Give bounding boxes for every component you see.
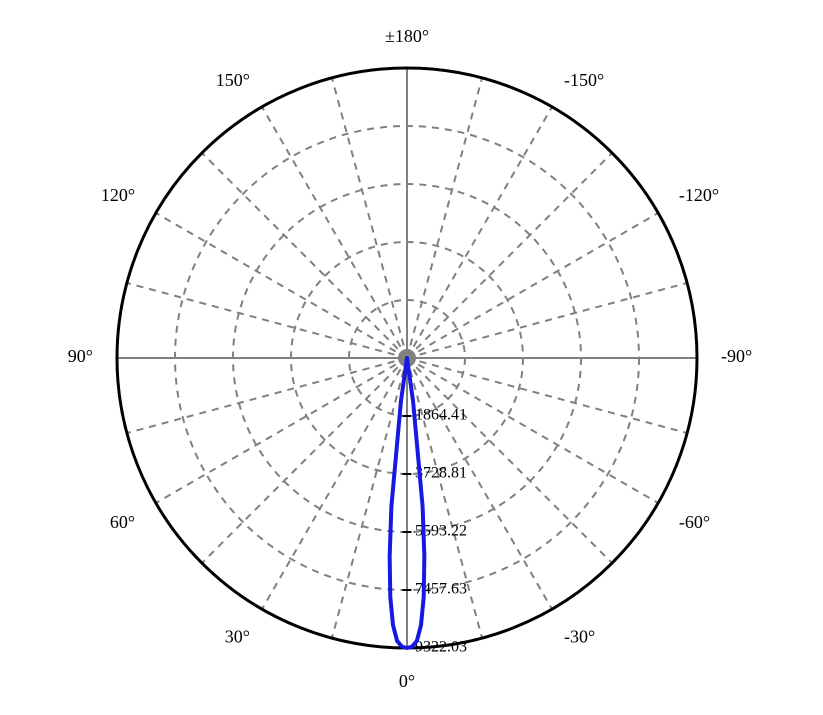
angle-label: -150° [564,70,604,90]
polar-chart: 0° 30° 60° 90° 120° 150° ±180° -150° -120° -90° -6… [0,0,823,715]
grid-spoke [202,358,407,563]
angle-label: 120° [101,185,135,205]
grid-spoke [407,78,482,358]
angle-label: 90° [68,346,93,366]
radial-tick-label: 1864.41 [415,407,467,424]
angle-label: 0° [399,671,415,691]
grid-spoke [156,213,407,358]
angle-label: -120° [679,185,719,205]
grid-spoke [262,358,407,609]
radial-labels: 1864.413728.815593.227457.639322.03 [403,407,468,656]
grid-spoke [407,213,658,358]
angle-label: 150° [216,70,250,90]
angle-label: -30° [564,627,595,647]
angle-label: ±180° [385,26,429,46]
radial-tick-label: 9322.03 [415,639,467,656]
grid-spoke [127,283,407,358]
angle-label: 30° [225,627,250,647]
grid-spoke [407,358,552,609]
radial-tick-label: 3728.81 [415,465,467,482]
grid-spoke [332,358,407,638]
grid-spoke [262,107,407,358]
grid-spoke [332,78,407,358]
grid-spoke [202,153,407,358]
angle-label: -90° [721,346,752,366]
grid-spoke [407,283,687,358]
grid-spoke [156,358,407,503]
angle-label: -60° [679,512,710,532]
grid-spoke [127,358,407,433]
grid-spoke [407,107,552,358]
grid-spoke [407,153,612,358]
angle-label: 60° [110,512,135,532]
